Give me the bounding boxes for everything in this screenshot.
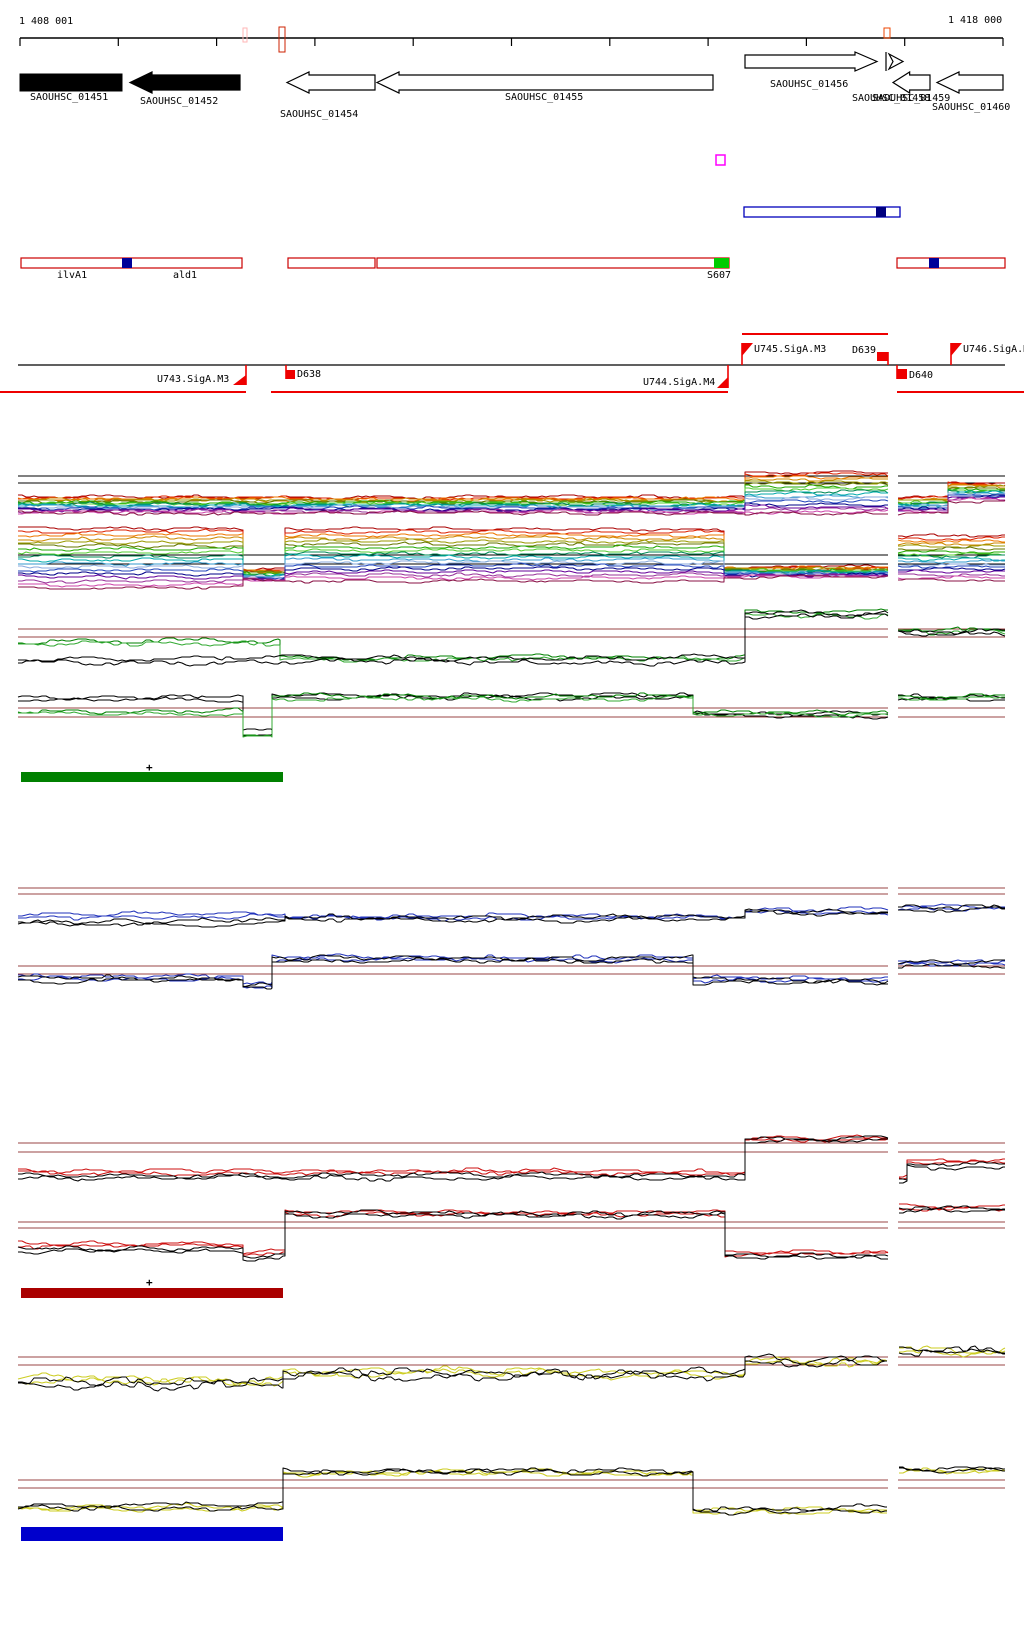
expression-line-yellow <box>17 1467 1005 1516</box>
annotation-label-u743-siga-m3: U743.SigA.M3 <box>157 374 230 385</box>
annotation-marker-box[interactable] <box>877 352 888 361</box>
gene-SAOUHSC_01457[interactable] <box>887 52 905 71</box>
expression-line-red <box>18 1134 1005 1178</box>
annotation-label-u745-siga-m3: U745.SigA.M3 <box>754 344 827 355</box>
expression-line-blue <box>18 956 1006 989</box>
expression-line-green <box>18 695 1005 738</box>
region-bar-2[interactable] <box>21 1527 283 1541</box>
transcript-block <box>714 258 729 268</box>
plus-strand-indicator-green: + <box>146 761 153 774</box>
gene-SAOUHSC_01454[interactable] <box>285 71 376 94</box>
expression-line-red <box>18 1203 1005 1255</box>
probe-signal-line-all-probes <box>18 574 1005 590</box>
expression-line-green <box>18 608 1005 661</box>
expression-line-yellow <box>18 1345 1005 1388</box>
expression-line-yellow <box>18 1346 1006 1387</box>
expression-line-blue <box>18 957 1005 990</box>
plus-strand-indicator-red: + <box>146 1276 153 1289</box>
transcript-rect[interactable] <box>896 257 1006 269</box>
annotation-label-u744-siga-m4: U744.SigA.M4 <box>643 377 716 388</box>
blue-feature-box[interactable] <box>743 206 901 218</box>
probe-signal-line-all-probes <box>18 572 1005 584</box>
gene-label-saouhsc-01452: SAOUHSC_01452 <box>140 96 219 107</box>
annotation-marker-flag[interactable] <box>717 377 728 388</box>
gene-label-saouhsc-01458: SAOUHSC_01458 <box>852 93 931 104</box>
probe-signal-line-all-probes <box>18 560 1005 579</box>
transcript-label-ald1: ald1 <box>173 270 198 281</box>
expression-line-green <box>17 692 1005 737</box>
gene-SAOUHSC_01451[interactable] <box>19 73 123 92</box>
gene-SAOUHSC_01452[interactable] <box>128 71 241 94</box>
region-bar-0[interactable] <box>21 772 283 782</box>
pink-feature-square[interactable] <box>715 154 726 166</box>
expression-line-blue <box>17 954 1005 988</box>
annotation-label-u746-siga-m: U746.SigA.M <box>963 344 1024 355</box>
transcript-rect[interactable] <box>287 257 376 269</box>
expression-line-yellow <box>18 1466 1005 1512</box>
probe-signal-line-all-probes <box>18 562 1005 580</box>
annotation-label-d639: D639 <box>852 345 877 356</box>
probe-signal-line-all-probes <box>18 541 1005 574</box>
transcript-block <box>122 258 132 268</box>
ruler-start-coordinate: 1 408 001 <box>19 16 74 27</box>
region-bar-1[interactable] <box>21 1288 283 1298</box>
gene-label-saouhsc-01459: SAOUHSC_01459 <box>872 93 951 104</box>
annotation-marker-box[interactable] <box>897 369 907 379</box>
gene-SAOUHSC_01460[interactable] <box>935 71 1004 94</box>
gene-label-saouhsc-01451: SAOUHSC_01451 <box>30 92 109 103</box>
annotation-label-d638: D638 <box>297 369 322 380</box>
expression-line-red <box>18 1138 1005 1180</box>
ruler-end-coordinate: 1 418 000 <box>948 15 1003 26</box>
expression-line-yellow <box>18 1346 1005 1392</box>
expression-line-red <box>18 1138 1005 1184</box>
ruler-variant-mark <box>242 27 248 43</box>
gene-label-saouhsc-01460: SAOUHSC_01460 <box>932 102 1011 113</box>
annotation-marker-flag[interactable] <box>951 343 962 356</box>
ruler-variant-mark <box>278 26 286 53</box>
ruler-variant-mark <box>883 27 891 39</box>
expression-line-yellow <box>18 1467 1005 1516</box>
probe-signal-line-all-probes <box>18 499 1006 516</box>
gene-label-saouhsc-01456: SAOUHSC_01456 <box>770 79 849 90</box>
blue-feature-block <box>876 207 886 217</box>
gene-label-saouhsc-01455: SAOUHSC_01455 <box>505 92 584 103</box>
transcript-rect[interactable] <box>376 257 730 269</box>
expression-line-red <box>18 1207 1005 1262</box>
expression-line-green <box>18 613 1006 667</box>
gene-SAOUHSC_01458[interactable] <box>891 70 931 95</box>
gene-label-saouhsc-01454: SAOUHSC_01454 <box>280 109 359 120</box>
gene-SAOUHSC_01455[interactable] <box>375 71 714 94</box>
expression-line-blue <box>18 906 1005 928</box>
annotation-label-d640: D640 <box>909 370 934 381</box>
annotation-marker-flag[interactable] <box>233 375 246 385</box>
probe-signal-line-all-probes <box>18 553 1005 578</box>
expression-line-red <box>17 1205 1005 1259</box>
transcript-label-s607: S607 <box>707 270 732 281</box>
gene-SAOUHSC_01456[interactable] <box>744 51 879 72</box>
expression-line-green <box>18 609 1005 662</box>
transcript-label-ilva1: ilvA1 <box>57 270 88 281</box>
annotation-marker-flag[interactable] <box>742 343 753 356</box>
annotation-marker-box[interactable] <box>286 370 295 379</box>
transcript-block <box>929 258 939 268</box>
